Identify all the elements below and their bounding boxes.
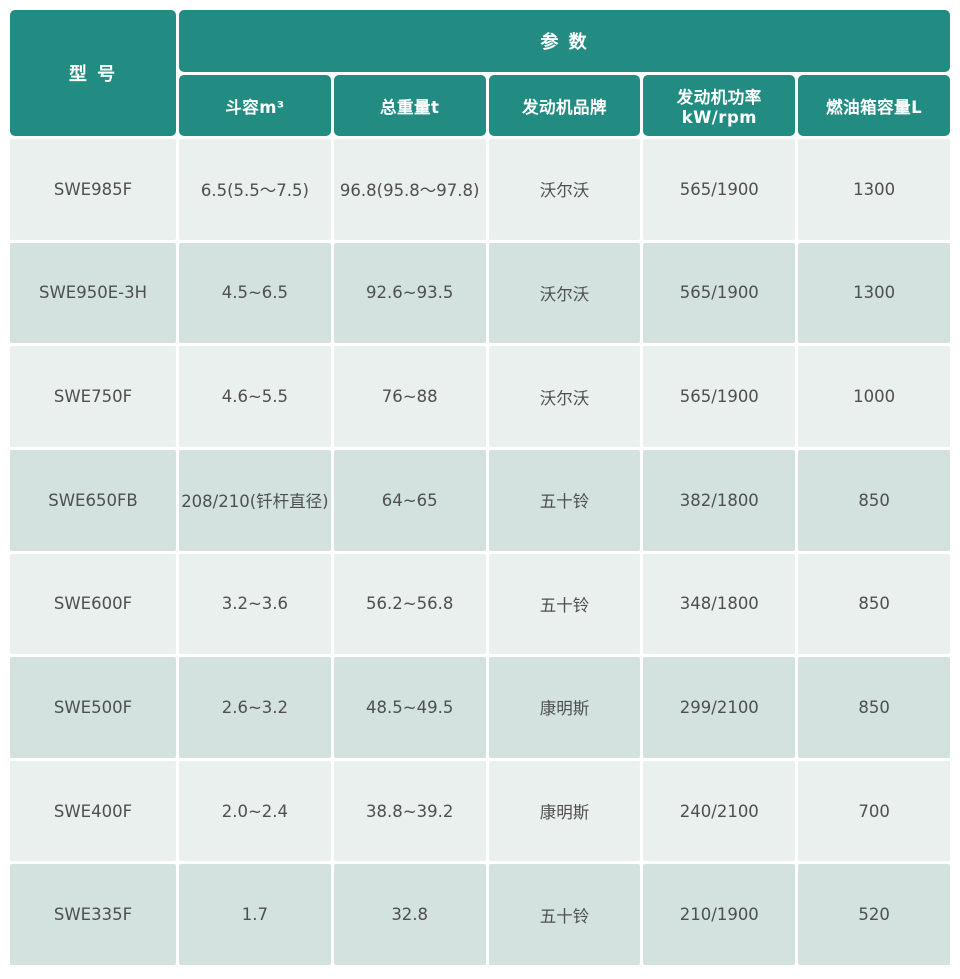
cell-bucket: 2.0~2.4 [179,760,331,862]
cell-fuel-tank: 850 [798,449,950,551]
cell-engine-brand: 沃尔沃 [488,139,641,240]
cell-engine-power: 565/1900 [643,242,796,344]
cell-bucket: 4.5~6.5 [179,242,331,344]
cell-model: SWE950E-3H [10,242,176,344]
cell-fuel-tank: 700 [798,760,950,862]
cell-weight: 56.2~56.8 [333,553,486,655]
header-col-fuel-tank: 燃油箱容量L [798,75,950,136]
cell-fuel-tank: 1000 [798,346,950,447]
header-col-weight: 总重量t [333,75,486,136]
cell-fuel-tank: 520 [798,864,950,965]
cell-fuel-tank: 850 [798,657,950,758]
cell-model: SWE985F [10,139,176,240]
cell-model: SWE650FB [10,449,176,551]
cell-weight: 64~65 [333,449,486,551]
cell-engine-power: 565/1900 [643,139,796,240]
header-col-engine-brand: 发动机品牌 [488,75,641,136]
cell-fuel-tank: 1300 [798,139,950,240]
cell-weight: 32.8 [333,864,486,965]
cell-fuel-tank: 1300 [798,242,950,344]
cell-engine-brand: 康明斯 [488,760,641,862]
cell-bucket: 2.6~3.2 [179,657,331,758]
cell-model: SWE500F [10,657,176,758]
cell-weight: 92.6~93.5 [333,242,486,344]
cell-model: SWE335F [10,864,176,965]
cell-engine-brand: 五十铃 [488,864,641,965]
cell-bucket: 3.2~3.6 [179,553,331,655]
cell-weight: 38.8~39.2 [333,760,486,862]
cell-engine-brand: 沃尔沃 [488,346,641,447]
header-model: 型 号 [10,10,176,136]
cell-model: SWE750F [10,346,176,447]
cell-bucket: 208/210(钎杆直径) [179,449,331,551]
cell-engine-power: 240/2100 [643,760,796,862]
cell-bucket: 4.6~5.5 [179,346,331,447]
header-col-engine-power: 发动机功率kW/rpm [643,75,796,136]
cell-model: SWE400F [10,760,176,862]
cell-bucket: 6.5(5.5～7.5) [179,139,331,240]
cell-engine-brand: 五十铃 [488,449,641,551]
cell-engine-power: 348/1800 [643,553,796,655]
cell-engine-brand: 五十铃 [488,553,641,655]
cell-engine-brand: 康明斯 [488,657,641,758]
cell-weight: 48.5~49.5 [333,657,486,758]
cell-engine-brand: 沃尔沃 [488,242,641,344]
cell-engine-power: 210/1900 [643,864,796,965]
cell-engine-power: 382/1800 [643,449,796,551]
cell-fuel-tank: 850 [798,553,950,655]
header-params: 参 数 [179,10,950,72]
cell-engine-power: 299/2100 [643,657,796,758]
cell-bucket: 1.7 [179,864,331,965]
spec-table: 型 号 参 数 斗容m³ 总重量t 发动机品牌 发动机功率kW/rpm 燃油箱容… [10,10,950,965]
cell-engine-power: 565/1900 [643,346,796,447]
cell-weight: 96.8(95.8～97.8) [333,139,486,240]
header-col-bucket: 斗容m³ [179,75,331,136]
cell-model: SWE600F [10,553,176,655]
cell-weight: 76~88 [333,346,486,447]
